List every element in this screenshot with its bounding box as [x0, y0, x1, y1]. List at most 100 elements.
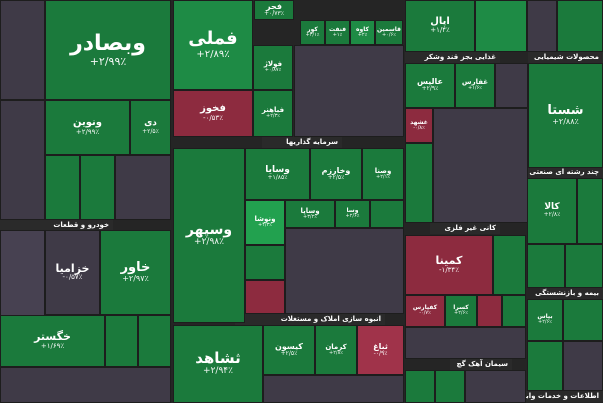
stock-tile[interactable]: کسرا +۲/۶٪	[445, 295, 477, 327]
stock-tile[interactable]	[563, 299, 603, 341]
stock-tile[interactable]: کمینا -۱/۳۴٪	[405, 235, 493, 295]
stock-tile[interactable]: فباهنر +۲/۳٪	[253, 90, 293, 137]
stock-tile[interactable]: وخارزم +۲/۵٪	[310, 148, 362, 200]
stock-tile[interactable]	[405, 143, 433, 223]
stock-tile[interactable]	[433, 108, 528, 223]
stock-symbol: کمینا	[435, 254, 463, 268]
stock-tile[interactable]	[577, 178, 603, 244]
stock-tile[interactable]: فجر +۰/۷۳٪	[254, 0, 294, 20]
section-label: سیمان آهک گچ	[450, 359, 512, 370]
stock-tile[interactable]	[405, 370, 435, 403]
stock-change: +۳/۱٪	[305, 31, 320, 38]
stock-symbol: غشهد	[410, 118, 428, 126]
stock-symbol: کور	[307, 25, 318, 33]
stock-tile[interactable]: فخوز -۰/۵۳٪	[173, 90, 253, 137]
stock-symbol: کالا	[544, 201, 560, 212]
stock-tile[interactable]: شستا +۲/۸۸٪	[528, 63, 603, 168]
stock-tile[interactable]	[475, 0, 527, 52]
stock-tile[interactable]	[465, 370, 526, 403]
stock-tile[interactable]: بپاس +۲/۶٪	[527, 299, 563, 341]
stock-tile[interactable]: ثشاهد +۲/۹۴٪	[173, 325, 263, 403]
section-label: خودرو و قطعات	[0, 220, 113, 231]
stock-tile[interactable]: اپال +۱/۴٪	[405, 0, 475, 52]
stock-symbol: عالیس	[416, 77, 444, 86]
stock-tile[interactable]	[563, 341, 603, 391]
stock-tile[interactable]: کور +۳/۱٪	[300, 20, 325, 45]
stock-tile[interactable]	[405, 327, 526, 359]
stock-symbol: غفارس	[461, 78, 489, 87]
stock-change: +۲/۹۸٪	[194, 236, 224, 247]
stock-tile[interactable]: غشهد -۰/۸٪	[405, 108, 433, 143]
stock-tile[interactable]: فنفت +۱٪	[325, 20, 350, 45]
stock-tile[interactable]	[245, 245, 285, 280]
stock-change: +۲/۱٪	[376, 173, 390, 180]
stock-change: +۰/۸۷٪	[264, 67, 282, 74]
stock-tile[interactable]	[527, 0, 557, 52]
stock-tile[interactable]: کیسون +۲/۵٪	[263, 325, 315, 375]
stock-change: +۲/۶٪	[538, 319, 552, 326]
stock-tile[interactable]: وبصادر +۲/۹۹٪	[45, 0, 171, 100]
stock-tile[interactable]	[565, 244, 603, 288]
stock-tile[interactable]: ونوین +۲/۹۹٪	[45, 100, 130, 155]
stock-tile[interactable]: کرمان +۲/۸٪	[315, 325, 357, 375]
stock-tile[interactable]: دی +۲/۵٪	[130, 100, 171, 155]
stock-tile[interactable]: وسا +۲/۶٪	[335, 200, 370, 228]
stock-tile[interactable]	[138, 315, 171, 367]
stock-tile[interactable]	[0, 0, 45, 100]
stock-tile[interactable]: کاوه +۲٪	[350, 20, 375, 45]
stock-tile[interactable]: خزامیا -۰/۵۷٪	[45, 230, 100, 315]
stock-symbol: کیسون	[275, 341, 303, 351]
stock-tile[interactable]: ثباغ -۰/۹٪	[357, 325, 404, 375]
stock-tile[interactable]: عالیس +۲/۹٪	[405, 63, 455, 108]
stock-symbol: اپال	[430, 15, 450, 27]
stock-tile[interactable]: قاسمین +۰/۶٪	[375, 20, 403, 45]
section-label: محصولات شیمیایی	[528, 52, 603, 63]
stock-tile[interactable]: وسپهر +۲/۹۸٪	[173, 148, 245, 323]
stock-tile[interactable]	[0, 100, 45, 220]
stock-symbol: کسرا	[453, 304, 469, 312]
stock-change: +۲/۵٪	[142, 127, 159, 135]
stock-tile[interactable]: فملی +۲/۸۹٪	[173, 0, 253, 90]
stock-tile[interactable]: کالا +۲/۸٪	[527, 178, 577, 244]
stock-tile[interactable]	[45, 155, 80, 220]
stock-tile[interactable]	[115, 155, 171, 220]
stock-tile[interactable]	[285, 228, 404, 314]
stock-tile[interactable]: خگستر +۱/۶۹٪	[0, 315, 105, 367]
stock-tile[interactable]	[495, 63, 528, 108]
stock-change: +۲/۸۹٪	[196, 48, 230, 60]
stock-symbol: خزامیا	[55, 261, 90, 275]
stock-tile[interactable]	[527, 341, 563, 391]
stock-symbol: خگستر	[34, 330, 71, 344]
stock-symbol: فملی	[188, 28, 238, 50]
stock-change: +۲/۶٪	[454, 310, 468, 317]
stock-tile[interactable]	[557, 0, 603, 52]
stock-tile[interactable]	[370, 200, 404, 228]
stock-tile[interactable]	[80, 155, 115, 220]
stock-tile[interactable]	[527, 244, 565, 288]
stock-tile[interactable]: وصنا +۲/۱٪	[362, 148, 404, 200]
stock-tile[interactable]: خاور +۲/۹۷٪	[100, 230, 171, 315]
stock-tile[interactable]	[0, 367, 171, 403]
stock-tile[interactable]	[105, 315, 138, 367]
stock-symbol: وصنا	[374, 166, 392, 175]
stock-tile[interactable]: فولاژ +۰/۸۷٪	[253, 45, 293, 90]
stock-change: +۲/۵٪	[327, 173, 345, 181]
stock-tile[interactable]: غفارس +۱/۶٪	[455, 63, 495, 108]
stock-tile[interactable]	[493, 235, 526, 295]
stock-change: +۲/۹۹٪	[75, 127, 100, 136]
stock-tile[interactable]	[245, 280, 285, 314]
stock-tile[interactable]	[0, 230, 45, 320]
stock-change: +۲/۹۹٪	[89, 54, 127, 68]
stock-tile[interactable]: کفپارس -۰/۷٪	[405, 295, 445, 327]
stock-tile[interactable]	[294, 45, 404, 137]
section-label: غذایی بجز قند وشکر	[405, 52, 500, 63]
stock-tile[interactable]	[263, 375, 404, 403]
stock-tile[interactable]	[502, 295, 526, 327]
stock-tile[interactable]: وساپا +۳/۲٪	[285, 200, 335, 228]
stock-tile[interactable]: وسایا +۱/۸۵٪	[245, 148, 310, 200]
stock-tile[interactable]: ونوشا +۴/۳٪	[245, 200, 285, 245]
stock-tile[interactable]	[435, 370, 465, 403]
stock-change: +۲٪	[357, 31, 368, 38]
stock-tile[interactable]	[477, 295, 502, 327]
